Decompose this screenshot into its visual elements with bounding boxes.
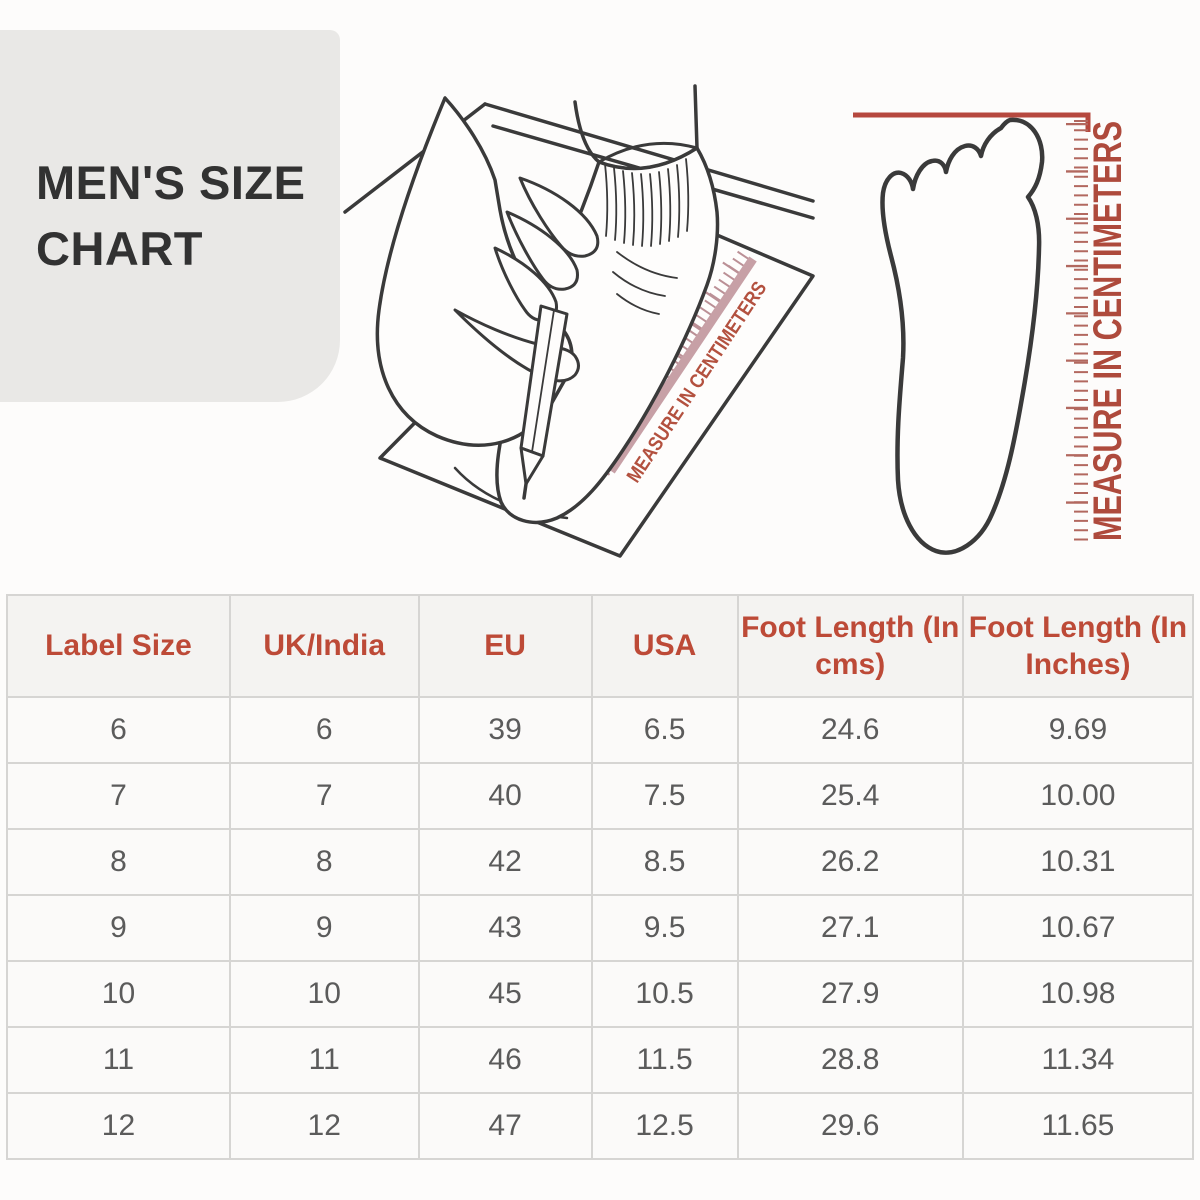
size-cell: 11.65	[961, 1092, 1195, 1160]
size-cell: 10	[6, 960, 231, 1028]
size-cell: 7	[228, 762, 420, 830]
size-cell: 47	[417, 1092, 593, 1160]
foot-tracing-illustration: MEASURE IN CENTIMETERS	[335, 60, 845, 588]
page-title: MEN'S SIZE CHART	[36, 156, 306, 275]
size-cell: 7.5	[590, 762, 739, 830]
size-cell: 12	[6, 1092, 231, 1160]
size-cell: 6	[228, 696, 420, 764]
size-cell: 11	[228, 1026, 420, 1094]
size-cell: 9	[228, 894, 420, 962]
size-cell: 27.9	[736, 960, 964, 1028]
size-row: 6 6 39 6.5 24.6 9.69	[6, 696, 1195, 764]
pencil-icon	[519, 304, 569, 500]
size-cell: 6.5	[590, 696, 739, 764]
size-cell: 43	[417, 894, 593, 962]
size-cell: 9.69	[961, 696, 1195, 764]
size-cell: 25.4	[736, 762, 964, 830]
title-panel	[0, 30, 340, 402]
header-row: Label Size UK/India EU USA Foot Length (…	[6, 594, 1195, 698]
ruler-ticks-icon	[1066, 120, 1088, 542]
size-cell: 10.67	[961, 894, 1195, 962]
size-cell: 11.5	[590, 1026, 739, 1094]
size-cell: 10.00	[961, 762, 1195, 830]
size-cell: 24.6	[736, 696, 964, 764]
footprint-illustration: MEASURE IN CENTIMETERS	[840, 90, 1200, 575]
size-cell: 12.5	[590, 1092, 739, 1160]
footprint-outline-icon	[880, 117, 1045, 555]
size-cell: 9.5	[590, 894, 739, 962]
size-cell: 29.6	[736, 1092, 964, 1160]
size-cell: 8	[6, 828, 231, 896]
size-row: 12 12 47 12.5 29.6 11.65	[6, 1092, 1195, 1160]
size-cell: 10.98	[961, 960, 1195, 1028]
foot-tracing-svg: MEASURE IN CENTIMETERS	[343, 84, 815, 558]
column-header-label-size: Label Size	[6, 594, 231, 698]
size-row: 10 10 45 10.5 27.9 10.98	[6, 960, 1195, 1028]
size-cell: 27.1	[736, 894, 964, 962]
size-cell: 8.5	[590, 828, 739, 896]
footprint-svg: MEASURE IN CENTIMETERS	[853, 112, 1130, 555]
size-cell: 42	[417, 828, 593, 896]
size-cell: 28.8	[736, 1026, 964, 1094]
column-header-eu: EU	[417, 594, 593, 698]
size-row: 11 11 46 11.5 28.8 11.34	[6, 1026, 1195, 1094]
size-cell: 40	[417, 762, 593, 830]
sock-folds	[612, 251, 678, 315]
size-cell: 12	[228, 1092, 420, 1160]
size-cell: 10.31	[961, 828, 1195, 896]
size-cell: 11.34	[961, 1026, 1195, 1094]
size-cell: 8	[228, 828, 420, 896]
size-cell: 10.5	[590, 960, 739, 1028]
size-cell: 26.2	[736, 828, 964, 896]
size-cell: 10	[228, 960, 420, 1028]
size-cell: 39	[417, 696, 593, 764]
size-row: 9 9 43 9.5 27.1 10.67	[6, 894, 1195, 962]
size-chart-table: Label Size UK/India EU USA Foot Length (…	[6, 594, 1195, 1160]
leg-lines	[573, 84, 699, 164]
footprint-ruler-label: MEASURE IN CENTIMETERS	[1086, 121, 1130, 541]
size-cell: 11	[6, 1026, 231, 1094]
column-header-foot-length-inches: Foot Length (In Inches)	[961, 594, 1195, 698]
size-cell: 45	[417, 960, 593, 1028]
column-header-usa: USA	[590, 594, 739, 698]
size-cell: 46	[417, 1026, 593, 1094]
column-header-uk-india: UK/India	[228, 594, 420, 698]
size-row: 7 7 40 7.5 25.4 10.00	[6, 762, 1195, 830]
measure-line	[853, 112, 1091, 132]
size-cell: 9	[6, 894, 231, 962]
size-cell: 6	[6, 696, 231, 764]
sock-ribbing	[604, 158, 690, 247]
size-row: 8 8 42 8.5 26.2 10.31	[6, 828, 1195, 896]
column-header-foot-length-cms: Foot Length (In cms)	[736, 594, 964, 698]
size-cell: 7	[6, 762, 231, 830]
